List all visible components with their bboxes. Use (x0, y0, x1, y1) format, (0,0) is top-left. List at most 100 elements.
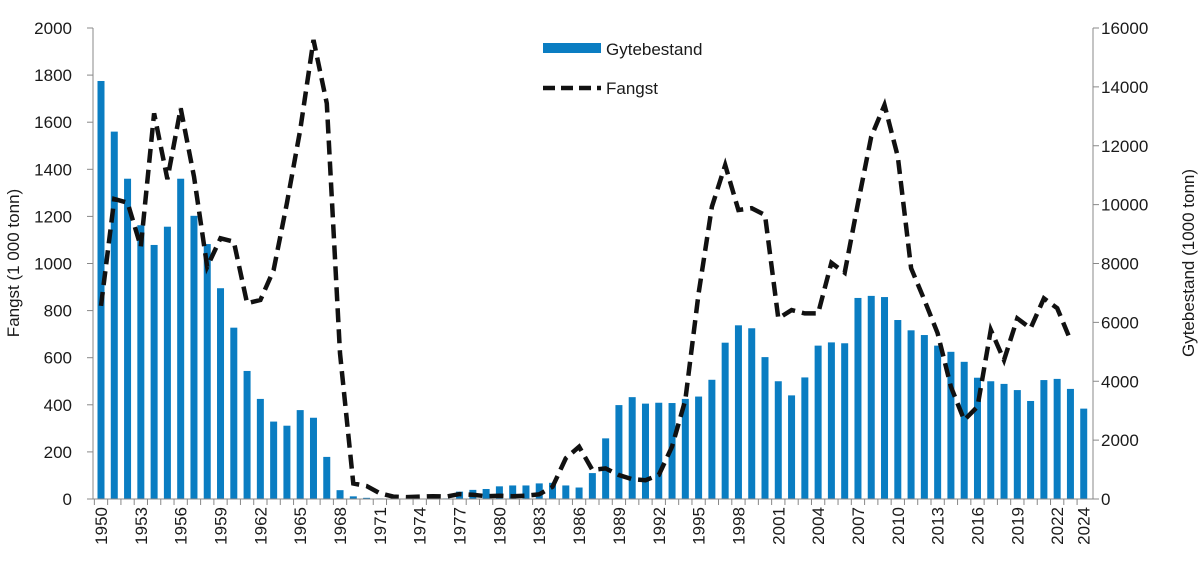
x-tick-label: 1971 (371, 507, 390, 545)
bar-1983 (535, 483, 543, 499)
bar-1970 (363, 497, 371, 499)
bar-1965 (296, 410, 304, 499)
bar-1982 (522, 485, 530, 499)
y-right-tick-label: 10000 (1101, 196, 1148, 215)
bar-1995 (695, 396, 703, 499)
bar-2012 (920, 335, 928, 499)
x-tick-label: 1962 (251, 507, 270, 545)
bar-1963 (270, 421, 278, 499)
bar-1961 (243, 370, 251, 499)
bar-2006 (841, 343, 849, 499)
bar-1966 (309, 417, 317, 499)
bar-1968 (336, 490, 344, 499)
bar-1997 (721, 342, 729, 499)
x-tick-label: 1980 (490, 507, 509, 545)
y-left-tick-label: 1400 (34, 160, 72, 179)
x-tick-label: 1956 (172, 507, 191, 545)
bar-2022 (1053, 378, 1061, 499)
x-tick-label: 2001 (769, 507, 788, 545)
y-left-axis-label: Fangst (1 000 tonn) (4, 189, 23, 337)
x-tick-label: 1995 (690, 507, 709, 545)
y-right-tick-label: 12000 (1101, 137, 1148, 156)
bar-2016 (973, 377, 981, 499)
y-left-tick-label: 1200 (34, 207, 72, 226)
bar-2002 (788, 395, 796, 499)
bar-series-gytebestand (97, 80, 1088, 500)
bar-2000 (761, 357, 769, 499)
x-tick-label: 2024 (1075, 507, 1094, 545)
bar-2003 (801, 377, 809, 499)
bar-1980 (495, 486, 503, 499)
bar-1994 (681, 398, 689, 499)
x-tick-label: 1965 (291, 507, 310, 545)
bar-1967 (323, 456, 331, 499)
bar-1959 (217, 288, 225, 499)
y-left-tick-label: 1000 (34, 255, 72, 274)
x-tick-label: 2004 (809, 507, 828, 545)
y-right-tick-label: 6000 (1101, 313, 1139, 332)
bar-1984 (549, 482, 557, 499)
axes: 0 200 400 600 800 1000 1200 1400 1600 1800 2000 0 20… (34, 19, 1148, 545)
y-left-tick-label: 600 (44, 349, 72, 368)
bar-1951 (110, 131, 118, 499)
x-tick-label: 2007 (849, 507, 868, 545)
bar-1996 (708, 379, 716, 499)
bar-1990 (628, 397, 636, 499)
bar-1950 (97, 80, 105, 500)
bar-1985 (562, 485, 570, 499)
bar-1999 (748, 328, 756, 499)
legend-label-fangst: Fangst (606, 79, 658, 98)
y-right-tick-label: 4000 (1101, 372, 1139, 391)
y-right-tick-label: 2000 (1101, 431, 1139, 450)
x-tick-label: 2019 (1008, 507, 1027, 545)
bar-2004 (814, 345, 822, 499)
bar-2017 (987, 381, 995, 499)
bar-2011 (907, 330, 915, 499)
x-tick-label: 1950 (92, 507, 111, 545)
bar-2008 (867, 295, 875, 499)
y-right-tick-label: 16000 (1101, 19, 1148, 38)
bar-1986 (575, 487, 583, 499)
bar-1958 (203, 244, 211, 499)
bar-2019 (1013, 390, 1021, 499)
bar-2015 (960, 361, 968, 499)
bar-2009 (881, 297, 889, 499)
y-right-tick-label: 14000 (1101, 78, 1148, 97)
bar-2013 (934, 345, 942, 499)
y-left-tick-label: 200 (44, 443, 72, 462)
x-tick-label: 1974 (411, 507, 430, 545)
bar-1998 (734, 325, 742, 499)
bar-1969 (349, 496, 357, 499)
y-left-tick-label: 0 (63, 490, 72, 509)
bar-1953 (137, 225, 145, 499)
y-left-tick-label: 800 (44, 302, 72, 321)
y-right-tick-label: 8000 (1101, 255, 1139, 274)
x-tick-label: 2016 (968, 507, 987, 545)
bar-1991 (641, 403, 649, 499)
legend: Gytebestand Fangst (543, 40, 702, 98)
x-tick-label: 1953 (132, 507, 151, 545)
legend-label-gytebestand: Gytebestand (606, 40, 702, 59)
bar-1955 (163, 226, 171, 499)
y-left-tick-label: 1800 (34, 66, 72, 85)
bar-1989 (615, 405, 623, 499)
bar-2018 (1000, 383, 1008, 499)
y-left-tick-label: 1600 (34, 113, 72, 132)
x-tick-label: 1998 (729, 507, 748, 545)
x-tick-label: 2013 (929, 507, 948, 545)
bar-1962 (256, 398, 264, 499)
bar-2021 (1040, 380, 1048, 499)
x-tick-label: 2022 (1048, 507, 1067, 545)
line-series-fangst (98, 39, 1073, 500)
bar-2014 (947, 351, 955, 499)
bar-2020 (1027, 400, 1035, 499)
bar-1964 (283, 425, 291, 499)
bar-2001 (774, 381, 782, 499)
y-left-tick-label: 2000 (34, 19, 72, 38)
legend-swatch-gytebestand (543, 43, 601, 53)
bar-2005 (827, 342, 835, 499)
bar-1979 (482, 488, 490, 499)
x-tick-label: 1989 (610, 507, 629, 545)
x-tick-label: 2010 (889, 507, 908, 545)
x-tick-label: 1986 (570, 507, 589, 545)
